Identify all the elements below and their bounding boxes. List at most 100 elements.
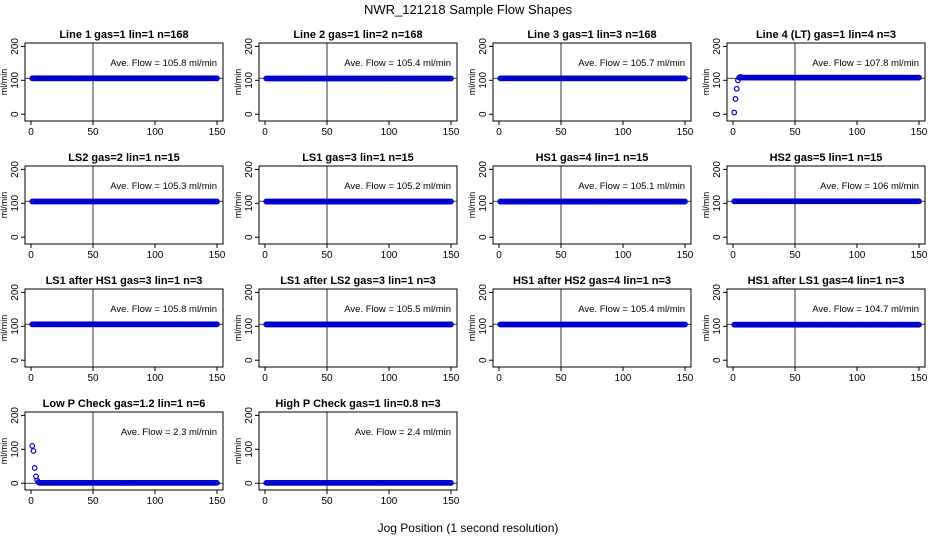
x-tick-label: 150 xyxy=(209,127,226,138)
x-tick-label: 0 xyxy=(730,127,736,138)
data-point xyxy=(916,198,922,205)
y-tick-label: 200 xyxy=(244,38,255,55)
x-tick-label: 50 xyxy=(321,250,333,261)
y-tick-label: 200 xyxy=(478,38,489,55)
plot-frame xyxy=(24,165,224,245)
panel-3: Line 3 gas=1 lin=3 n=168 0 50 100 150 0 100 200… xyxy=(467,29,694,138)
y-axis-label: ml/min xyxy=(467,192,477,219)
y-tick-label: 100 xyxy=(712,318,723,335)
plot-frame xyxy=(492,288,692,368)
panel-title: HS1 after LS1 gas=4 lin=1 n=3 xyxy=(748,275,905,287)
panel-title: LS2 gas=2 lin=1 n=15 xyxy=(68,152,180,164)
y-tick-label: 200 xyxy=(244,161,255,178)
y-tick-label: 0 xyxy=(244,357,255,363)
x-tick-label: 100 xyxy=(147,250,164,261)
x-tick-label: 150 xyxy=(911,250,928,261)
y-tick-label: 200 xyxy=(10,407,21,424)
x-tick-label: 100 xyxy=(849,250,866,261)
x-tick-label: 100 xyxy=(147,127,164,138)
y-tick-label: 200 xyxy=(10,284,21,301)
y-axis-label: ml/min xyxy=(701,315,711,342)
x-tick-label: 50 xyxy=(789,373,801,384)
data-point xyxy=(214,479,220,486)
y-axis-label: ml/min xyxy=(467,69,477,96)
y-tick-label: 200 xyxy=(10,161,21,178)
data-point xyxy=(731,109,738,116)
y-tick-label: 100 xyxy=(10,318,21,335)
x-tick-label: 100 xyxy=(615,373,632,384)
x-tick-label: 150 xyxy=(677,127,694,138)
x-tick-label: 50 xyxy=(555,127,567,138)
y-axis-label: ml/min xyxy=(701,69,711,96)
ave-flow-annotation: Ave. Flow = 104.7 ml/min xyxy=(812,304,919,315)
x-tick-label: 150 xyxy=(209,250,226,261)
data-point xyxy=(214,75,220,82)
y-tick-label: 200 xyxy=(478,284,489,301)
panel-9: LS1 after HS1 gas=3 lin=1 n=3 0 50 100 150 0 1… xyxy=(0,275,226,384)
data-series xyxy=(497,75,688,82)
data-point xyxy=(916,74,922,81)
y-tick-label: 0 xyxy=(712,234,723,240)
y-axis-label: ml/min xyxy=(467,315,477,342)
plot-frame xyxy=(726,42,926,122)
plot-frame xyxy=(492,165,692,245)
y-tick-label: 0 xyxy=(10,480,21,486)
ave-flow-annotation: Ave. Flow = 105.3 ml/min xyxy=(110,181,217,192)
y-axis-label: ml/min xyxy=(233,69,243,96)
y-tick-label: 0 xyxy=(478,357,489,363)
y-tick-label: 0 xyxy=(10,111,21,117)
x-tick-label: 0 xyxy=(28,127,34,138)
x-tick-label: 50 xyxy=(555,250,567,261)
ave-flow-annotation: Ave. Flow = 2.3 ml/min xyxy=(121,427,217,438)
x-tick-label: 100 xyxy=(381,127,398,138)
panel-title: HS1 after HS2 gas=4 lin=1 n=3 xyxy=(513,275,671,287)
y-tick-label: 100 xyxy=(244,318,255,335)
y-tick-label: 0 xyxy=(244,480,255,486)
panel-title: LS1 after LS2 gas=3 lin=1 n=3 xyxy=(280,275,436,287)
x-tick-label: 100 xyxy=(849,373,866,384)
x-tick-label: 150 xyxy=(911,373,928,384)
y-tick-label: 100 xyxy=(10,195,21,212)
panel-title: Line 4 (LT) gas=1 lin=4 n=3 xyxy=(756,29,896,41)
panel-7: HS1 gas=4 lin=1 n=15 0 50 100 150 0 100 200 ml/m… xyxy=(467,152,694,261)
x-tick-label: 150 xyxy=(443,373,460,384)
data-point xyxy=(682,198,688,205)
ave-flow-annotation: Ave. Flow = 2.4 ml/min xyxy=(355,427,451,438)
x-tick-label: 150 xyxy=(209,373,226,384)
panel-5: LS2 gas=2 lin=1 n=15 0 50 100 150 0 100 200 ml/m… xyxy=(0,152,226,261)
x-tick-label: 50 xyxy=(87,127,99,138)
y-axis-label: ml/min xyxy=(0,69,9,96)
y-tick-label: 100 xyxy=(712,72,723,89)
y-tick-label: 200 xyxy=(478,161,489,178)
y-tick-label: 0 xyxy=(712,111,723,117)
panel-title: Line 1 gas=1 lin=1 n=168 xyxy=(59,29,188,41)
x-tick-label: 50 xyxy=(321,373,333,384)
data-point xyxy=(732,96,739,102)
panel-title: LS1 gas=3 lin=1 n=15 xyxy=(302,152,414,164)
ave-flow-annotation: Ave. Flow = 105.2 ml/min xyxy=(344,181,451,192)
data-point xyxy=(448,198,454,205)
panel-13: Low P Check gas=1.2 lin=1 n=6 0 50 100 150 0 1… xyxy=(0,398,226,507)
x-tick-label: 50 xyxy=(87,496,99,507)
y-axis-label: ml/min xyxy=(701,192,711,219)
panel-12: HS1 after LS1 gas=4 lin=1 n=3 0 50 100 150 0 1… xyxy=(701,275,928,384)
ave-flow-annotation: Ave. Flow = 105.7 ml/min xyxy=(578,58,685,69)
x-tick-label: 100 xyxy=(381,250,398,261)
figure-title: NWR_121218 Sample Flow Shapes xyxy=(364,2,573,17)
panel-6: LS1 gas=3 lin=1 n=15 0 50 100 150 0 100 200 ml/m… xyxy=(233,152,460,261)
panel-4: Line 4 (LT) gas=1 lin=4 n=3 0 50 100 150 0 100… xyxy=(701,29,928,138)
y-tick-label: 0 xyxy=(10,234,21,240)
data-point xyxy=(448,321,454,328)
y-tick-label: 200 xyxy=(712,38,723,55)
plot-frame xyxy=(492,42,692,122)
data-series xyxy=(29,75,220,82)
panel-title: HS2 gas=5 lin=1 n=15 xyxy=(770,152,883,164)
data-point xyxy=(31,465,38,471)
x-tick-label: 0 xyxy=(730,373,736,384)
y-axis-label: ml/min xyxy=(233,438,243,465)
x-tick-label: 150 xyxy=(443,250,460,261)
panel-11: HS1 after HS2 gas=4 lin=1 n=3 0 50 100 150 0 1… xyxy=(467,275,694,384)
data-series xyxy=(263,75,454,82)
x-tick-label: 100 xyxy=(381,496,398,507)
data-series xyxy=(731,74,922,116)
